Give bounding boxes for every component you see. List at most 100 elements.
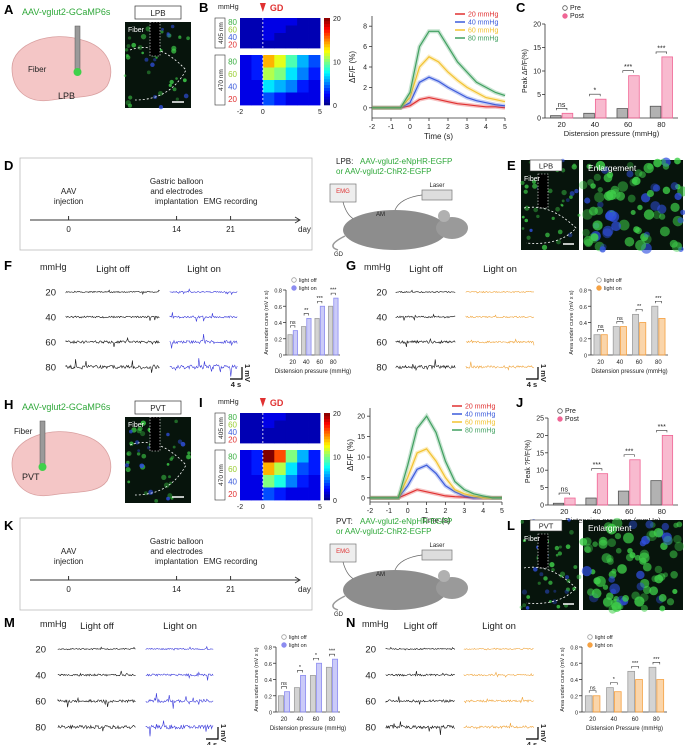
- row-label: 40: [365, 671, 376, 682]
- y-tick-label: 20: [536, 433, 544, 440]
- significance-label: ns: [290, 320, 296, 326]
- cell-signal: [602, 225, 614, 237]
- x-tick-label: -2: [369, 124, 375, 131]
- image-fiber-label: Fiber: [128, 27, 145, 34]
- mouse-ear: [438, 570, 450, 582]
- condition-label: Light on: [482, 621, 516, 632]
- cell-signal: [172, 445, 176, 449]
- row-label: 60: [228, 465, 237, 474]
- bar: [300, 675, 307, 713]
- image-label: LPB: [539, 162, 553, 171]
- significance-label: *: [594, 88, 597, 95]
- legend-marker: [562, 5, 568, 11]
- cell-signal: [643, 209, 655, 220]
- emg-label: EMG: [336, 549, 350, 555]
- fiber-label: Fiber: [28, 65, 47, 74]
- heat-cell: [297, 80, 309, 93]
- y-tick-label: 15: [533, 45, 541, 52]
- event-label: AAV: [61, 187, 77, 196]
- cell-signal: [581, 566, 592, 577]
- cell-signal: [182, 78, 187, 83]
- cell-signal: [565, 575, 570, 580]
- bar: [596, 473, 609, 506]
- heat-cell: [251, 92, 264, 106]
- cell-signal: [602, 584, 609, 590]
- cell-signal: [549, 562, 555, 568]
- heat-cell: [297, 18, 309, 26]
- heat-cell: [274, 413, 287, 421]
- timeline-axis: [30, 576, 301, 584]
- colorbar-step: [324, 29, 330, 33]
- cell-signal: [659, 213, 666, 220]
- x-tick-label: -2: [237, 109, 243, 116]
- heat-cell: [274, 487, 287, 501]
- bar: [316, 662, 323, 713]
- cell-signal: [599, 246, 606, 253]
- heat-cell: [240, 413, 252, 421]
- cell-signal: [673, 534, 682, 544]
- cell-signal: [646, 189, 655, 198]
- colorbar-step: [324, 459, 330, 463]
- cell-signal: [672, 588, 678, 595]
- colorbar-step: [324, 415, 330, 420]
- cell-signal: [637, 204, 643, 211]
- unit-label: day: [298, 225, 311, 234]
- cell-signal: [141, 453, 147, 459]
- emg-trace: [57, 646, 136, 651]
- cell-signal: [588, 206, 598, 216]
- cell-signal: [555, 206, 560, 212]
- x-tick-label: 3: [462, 508, 466, 515]
- cell-signal: [565, 587, 570, 592]
- heat-cell: [274, 462, 287, 476]
- time-scale-label: 4 s: [527, 380, 537, 389]
- heat-cell: [285, 92, 298, 106]
- y-tick-label: 20: [533, 22, 541, 29]
- group-box: [214, 449, 226, 501]
- setup-virus: AAV-vglut2-eNpHR-EGFP: [360, 517, 452, 526]
- cell-signal: [662, 535, 673, 546]
- cell-signal: [557, 229, 563, 235]
- heat-cell: [240, 450, 252, 463]
- colorbar-step: [324, 476, 330, 480]
- cell-signal: [601, 553, 612, 564]
- event-label: EMG recording: [204, 557, 258, 566]
- bar: [277, 695, 284, 713]
- event-label: and electrodes: [150, 547, 202, 556]
- legend-label: Post: [570, 13, 584, 20]
- cell-signal: [127, 36, 132, 40]
- cell-signal: [124, 463, 130, 468]
- cell-signal: [649, 530, 656, 538]
- heat-cell: [251, 475, 264, 488]
- y-tick-label: 0.6: [264, 662, 272, 668]
- cell-signal: [592, 220, 603, 231]
- row-label: 20: [365, 645, 376, 656]
- cell-signal: [544, 589, 550, 594]
- heat-cell: [240, 435, 252, 444]
- heat-cell: [308, 33, 321, 41]
- cell-signal: [567, 232, 573, 238]
- cell-signal: [146, 70, 151, 75]
- bar: [301, 326, 307, 356]
- day-label: 0: [66, 225, 71, 234]
- mouse-body: [343, 210, 447, 250]
- volt-scale-label: 1 mV: [243, 364, 252, 382]
- event-label: AAV: [61, 547, 77, 556]
- y-tick-label: 0.8: [264, 646, 272, 652]
- volt-scale-label: 1 mV: [539, 364, 548, 382]
- x-tick-label: 60: [632, 717, 639, 723]
- cell-signal: [129, 429, 133, 434]
- row-label: 20: [376, 288, 387, 299]
- bar: [617, 490, 630, 506]
- cell-signal: [536, 214, 540, 219]
- significance-bracket: [656, 430, 668, 433]
- colorbar-step: [324, 488, 330, 492]
- heat-cell: [251, 487, 264, 501]
- cell-signal: [677, 217, 684, 224]
- colorbar-step: [324, 87, 330, 91]
- bar: [583, 112, 595, 119]
- laser-device: [421, 189, 453, 201]
- cell-signal: [604, 211, 614, 221]
- significance-label: ns: [281, 681, 287, 687]
- row-label: 60: [35, 697, 46, 708]
- cell-signal: [172, 87, 177, 92]
